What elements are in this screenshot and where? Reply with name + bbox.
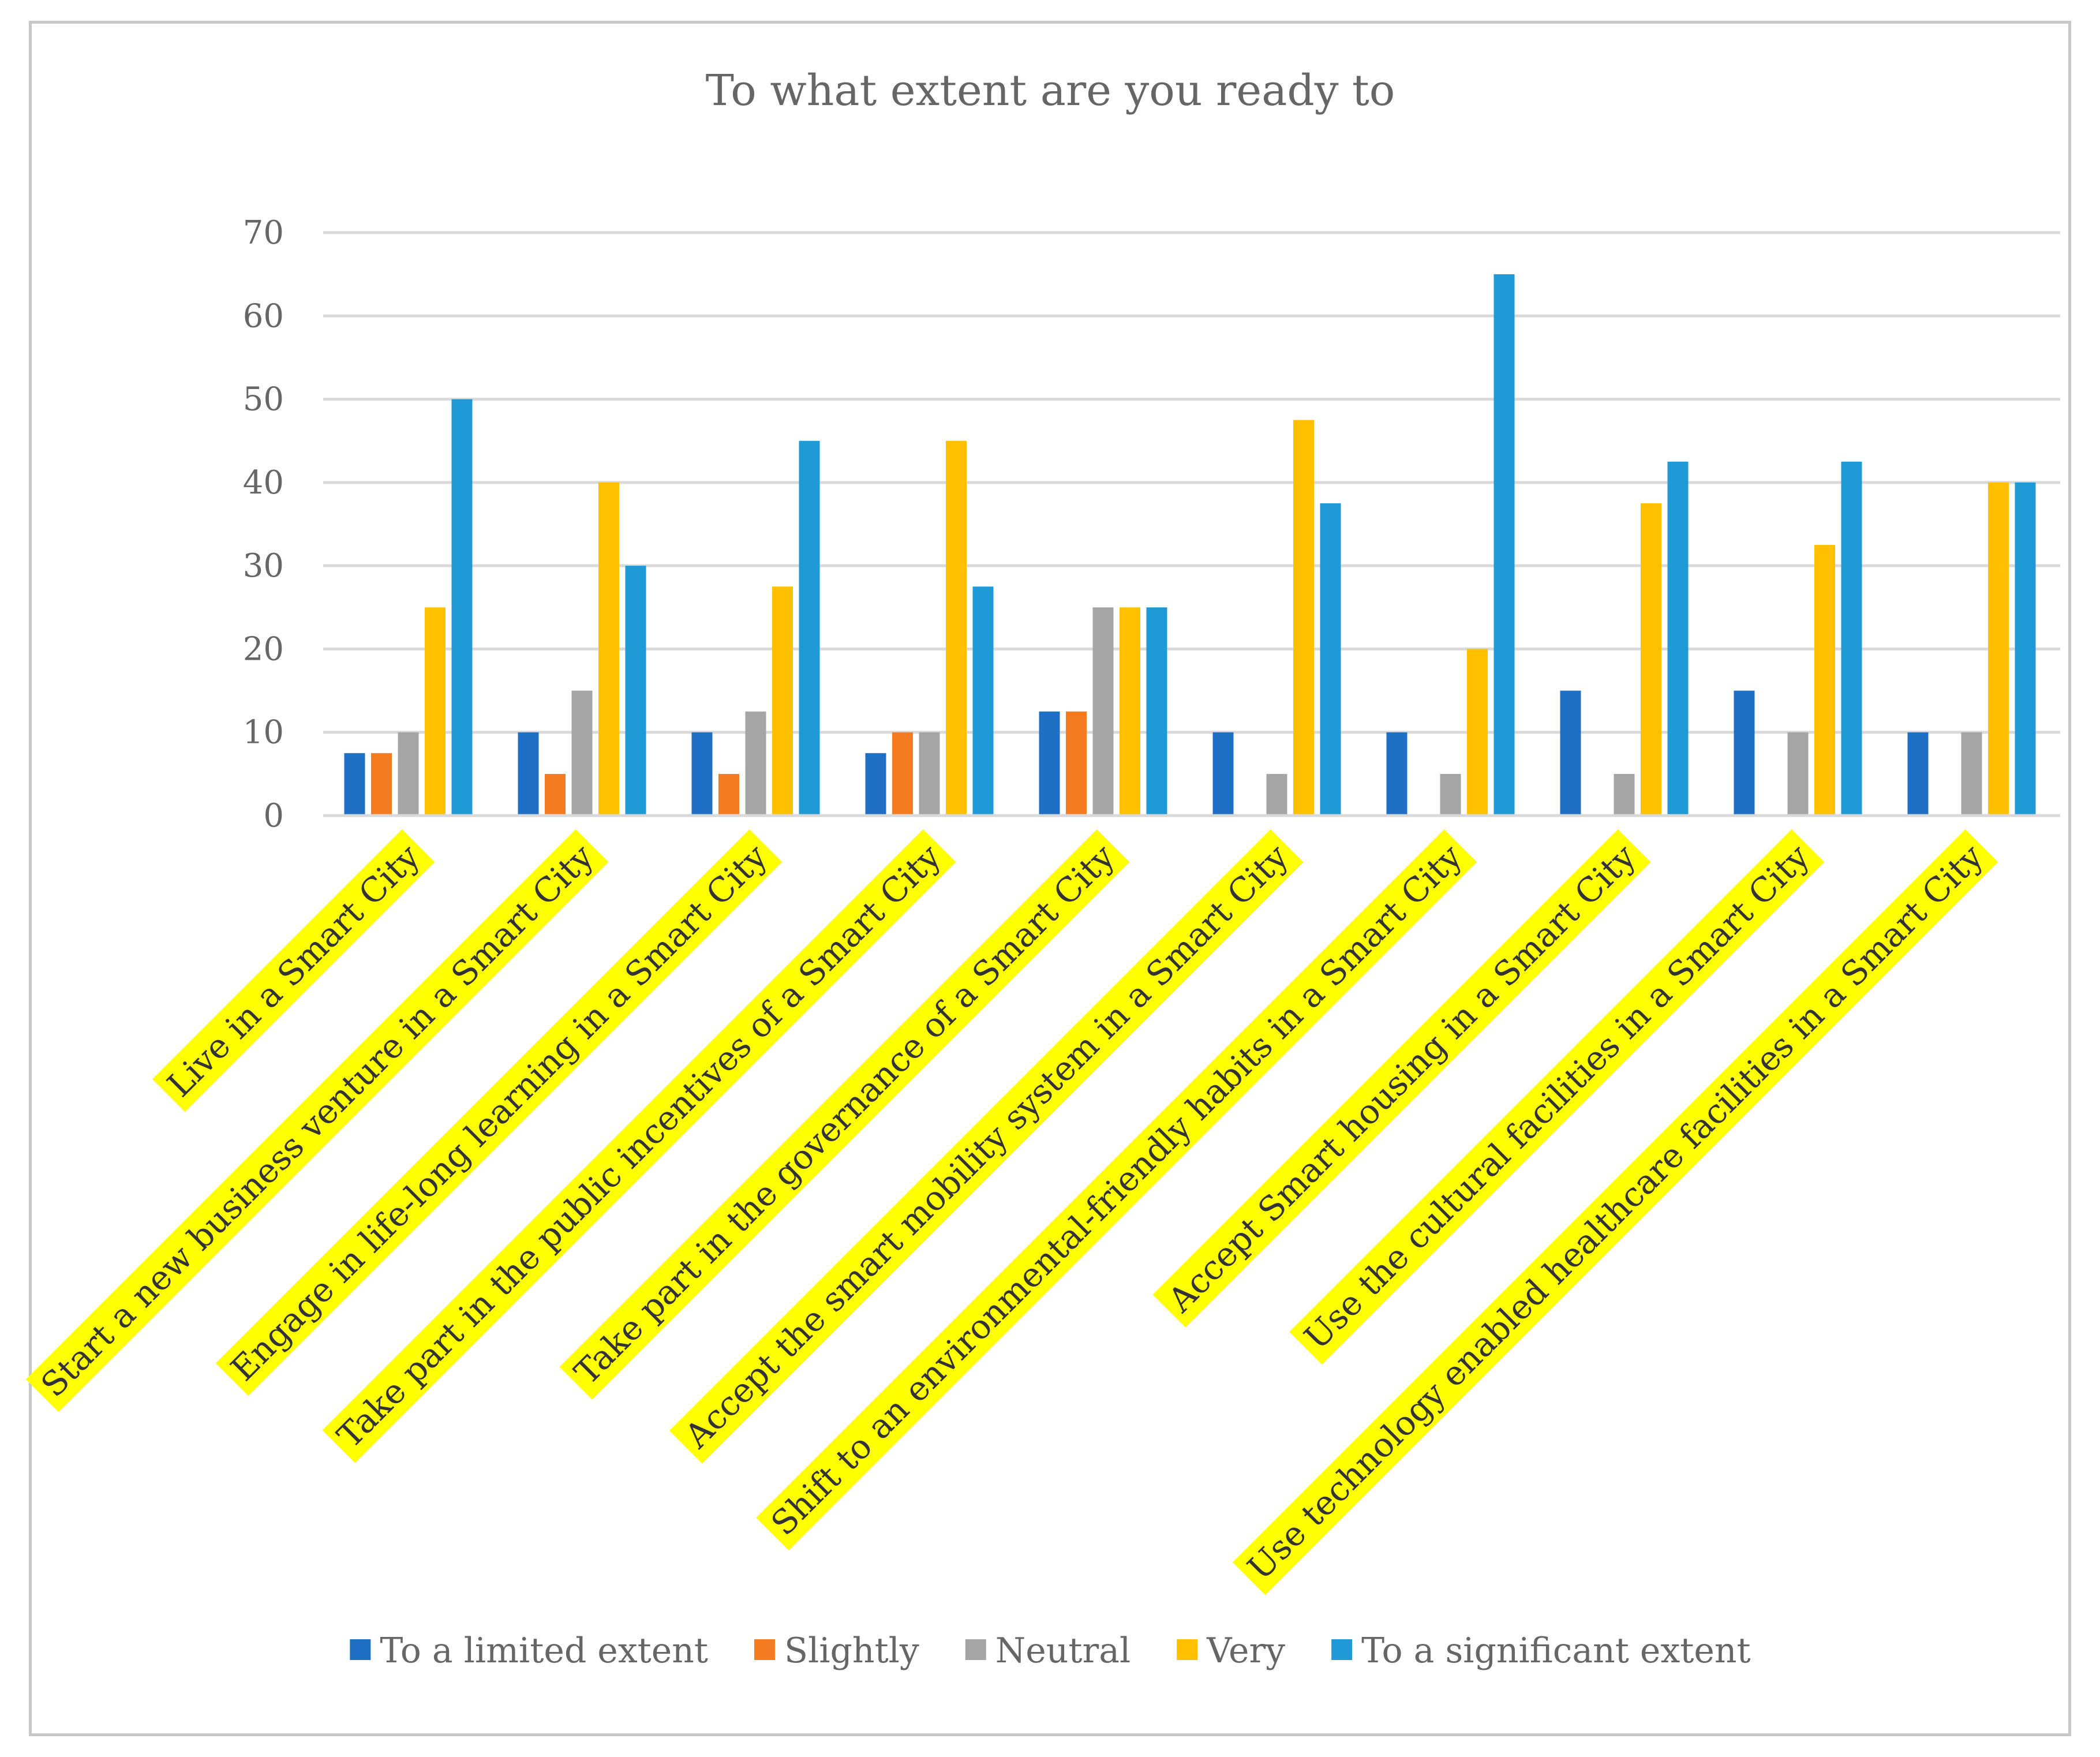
bar: [545, 773, 566, 816]
bar: [1293, 420, 1314, 816]
category-highlight: [26, 829, 609, 1412]
bars: [344, 274, 2036, 816]
bar: [718, 773, 739, 816]
category-highlight: [1289, 829, 1825, 1365]
bar: [371, 753, 392, 816]
bar: [1787, 732, 1809, 816]
y-axis-ticks: 0 10 20 30 40 50 60 70: [243, 214, 284, 835]
legend-swatch: [1177, 1639, 1198, 1660]
gridlines: [323, 231, 2060, 734]
bar: [1066, 711, 1087, 816]
bar: [1467, 649, 1488, 816]
bar: [745, 711, 766, 816]
category-text: Accept the smart mobility system in a Sm…: [677, 837, 1296, 1456]
bar: [972, 586, 994, 816]
bar: [425, 607, 446, 816]
legend-swatch: [1331, 1639, 1353, 1660]
category-highlight: [669, 829, 1304, 1464]
category-text: Take part in the public incentives of a …: [330, 837, 948, 1456]
bar: [1641, 503, 1661, 816]
legend-label: To a limited extent: [380, 1631, 708, 1671]
bar: [892, 732, 913, 816]
legend-swatch: [350, 1639, 371, 1660]
bar: [1560, 690, 1581, 816]
legend: To a limited extent Slightly Neutral Very To…: [350, 1631, 1751, 1671]
bar: [344, 753, 365, 816]
legend-swatch: [754, 1639, 776, 1660]
bar: [919, 732, 940, 816]
category-highlight: [756, 829, 1477, 1550]
legend-label: Slightly: [784, 1631, 919, 1671]
legend-item: To a significant extent: [1331, 1631, 1751, 1671]
bar: [1841, 461, 1862, 816]
y-tick-label: 20: [243, 630, 284, 668]
bar: [1907, 732, 1929, 816]
bar: [1667, 461, 1689, 816]
category-highlight: [1152, 829, 1651, 1328]
bar: [1988, 482, 2009, 816]
bar: [1961, 732, 1982, 816]
y-tick-label: 0: [263, 797, 284, 835]
y-tick-label: 50: [243, 381, 284, 418]
legend-label: To a significant extent: [1361, 1631, 1751, 1671]
bar: [1734, 690, 1755, 816]
bar: [571, 690, 593, 816]
bar: [691, 732, 713, 816]
bar: [1092, 607, 1114, 816]
bar: [1266, 773, 1287, 816]
bar: [398, 732, 419, 816]
bar: [598, 482, 619, 816]
bar: [772, 586, 793, 816]
bar: [946, 440, 967, 816]
y-tick-label: 70: [243, 214, 284, 252]
bar: [1120, 607, 1140, 816]
bar: [1146, 607, 1167, 816]
category-highlight: [215, 829, 783, 1396]
y-tick-label: 30: [243, 547, 284, 585]
chart-title: To what extent are you ready to: [706, 66, 1395, 115]
bar: [1386, 732, 1408, 816]
bar: [1493, 274, 1515, 816]
category-highlight: [559, 829, 1130, 1400]
bar: [865, 753, 886, 816]
y-tick-label: 60: [243, 297, 284, 335]
y-tick-label: 40: [243, 464, 284, 502]
bar: [451, 399, 473, 816]
bar: [1440, 773, 1461, 816]
category-highlight: [322, 829, 956, 1463]
category-label: Accept the smart mobility system in a Sm…: [669, 829, 1304, 1464]
category-label: Take part in the public incentives of a …: [322, 829, 956, 1463]
y-tick-label: 10: [243, 714, 284, 752]
category-highlight: [1232, 829, 1998, 1595]
bar: [1212, 732, 1234, 816]
legend-item: To a limited extent: [350, 1631, 708, 1671]
legend-item: Very: [1177, 1631, 1285, 1671]
bar: [625, 566, 646, 816]
bar: [1814, 545, 1835, 816]
bar: [518, 732, 539, 816]
bar: [799, 440, 820, 816]
bar: [1039, 711, 1060, 816]
bar: [2015, 482, 2036, 816]
bar: [1614, 773, 1635, 816]
legend-label: Very: [1206, 1631, 1285, 1671]
legend-item: Slightly: [754, 1631, 919, 1671]
bar: [1320, 503, 1341, 816]
legend-label: Neutral: [995, 1631, 1131, 1671]
legend-swatch: [965, 1639, 986, 1660]
category-highlight: [152, 829, 435, 1112]
legend-item: Neutral: [965, 1631, 1131, 1671]
